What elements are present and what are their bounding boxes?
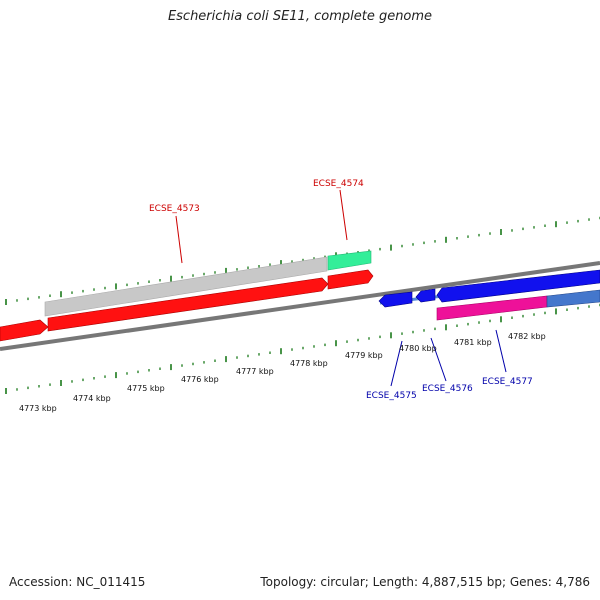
lower-tick-row	[5, 303, 600, 394]
gray-feature	[44, 256, 328, 317]
gene-label-ecse-4574: ECSE_4574	[313, 179, 364, 189]
gene-label-ecse-4576: ECSE_4576	[422, 384, 473, 394]
gene-label-ecse-4575: ECSE_4575	[366, 391, 417, 401]
tick-label: 4773 kbp	[19, 404, 57, 413]
tick-label: 4775 kbp	[127, 384, 165, 393]
gene-label-ecse-4577: ECSE_4577	[482, 377, 533, 387]
leader-4575	[390, 340, 403, 387]
backbone-line	[0, 261, 600, 351]
tick-label: 4774 kbp	[73, 394, 111, 403]
cds-blue-1	[378, 291, 413, 308]
upper-tick-row	[5, 216, 600, 305]
cds-red-1	[0, 319, 49, 342]
cds-blue-2	[415, 288, 436, 303]
green-feature	[327, 250, 372, 271]
tick-label: 4781 kbp	[454, 338, 492, 347]
steel-feature	[546, 289, 600, 308]
cds-red-2	[47, 277, 329, 332]
leader-4574	[339, 189, 348, 241]
tick-label: 4780 kbp	[399, 344, 437, 353]
leader-4577	[495, 329, 507, 373]
gene-label-ecse-4573: ECSE_4573	[149, 204, 200, 214]
accession-text: Accession: NC_011415	[9, 575, 146, 589]
tick-label: 4777 kbp	[236, 367, 274, 376]
leader-4576	[430, 337, 447, 382]
tick-label: 4778 kbp	[290, 359, 328, 368]
cds-blue-3	[436, 269, 600, 303]
genome-summary-text: Topology: circular; Length: 4,887,515 bp…	[260, 575, 590, 589]
tick-label: 4776 kbp	[181, 375, 219, 384]
map-title: Escherichia coli SE11, complete genome	[167, 9, 433, 24]
tick-label: 4782 kbp	[508, 332, 546, 341]
cds-red-3	[327, 269, 374, 290]
tick-label: 4779 kbp	[345, 351, 383, 360]
leader-4573	[175, 215, 183, 264]
